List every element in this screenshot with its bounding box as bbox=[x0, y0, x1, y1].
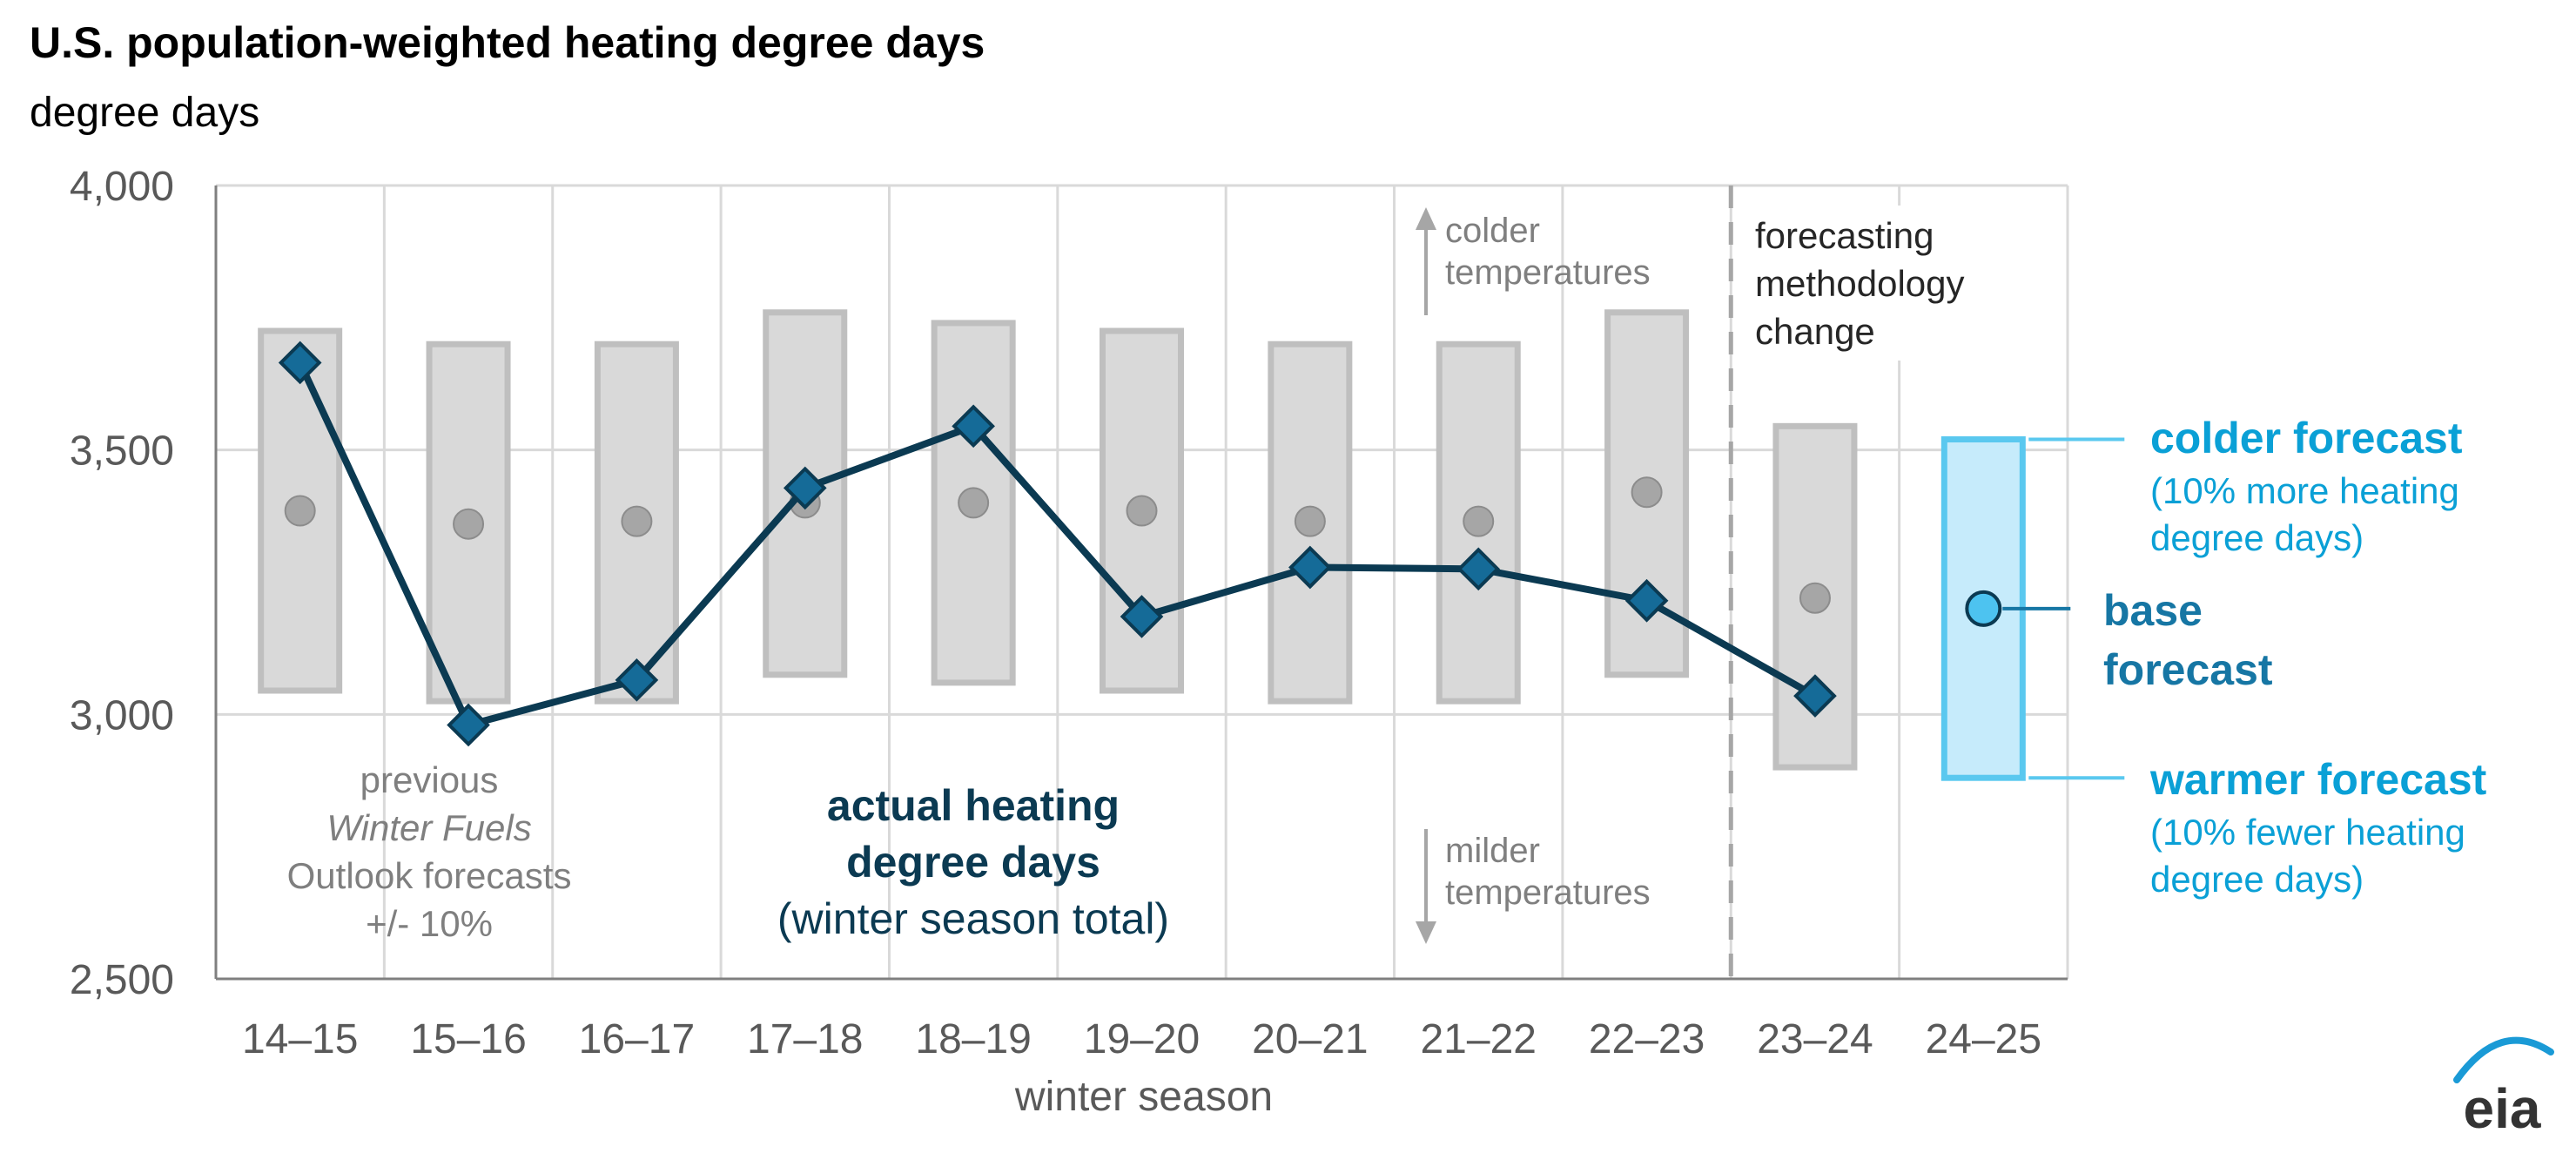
forecast-midpoint bbox=[1463, 505, 1495, 537]
y-tick-label: 3,500 bbox=[70, 428, 174, 475]
y-tick-label: 3,000 bbox=[70, 692, 174, 738]
eia-logo: eia bbox=[2453, 1036, 2554, 1140]
previous-forecasts-label: Winter Fuels bbox=[326, 807, 531, 848]
eia-logo-text: eia bbox=[2464, 1077, 2541, 1140]
warmer-forecast-note: (10% fewer heating bbox=[2150, 812, 2465, 853]
warmer-forecast-note: degree days) bbox=[2150, 859, 2364, 900]
colder-forecast-note: (10% more heating bbox=[2150, 470, 2459, 511]
x-tick-label: 17–18 bbox=[747, 1016, 863, 1062]
base-forecast-point bbox=[1965, 590, 2002, 627]
x-tick-label: 18–19 bbox=[915, 1016, 1031, 1062]
axis-layer: 2,500 3,000 3,500 4,000 14–15 15–16 16–17 17–18… bbox=[70, 164, 2068, 1120]
methodology-label: change bbox=[1755, 311, 1875, 352]
forecast-midpoint bbox=[958, 487, 990, 519]
y-tick-label: 2,500 bbox=[70, 957, 174, 1003]
actual-point bbox=[447, 703, 490, 747]
colder-forecast-note: degree days) bbox=[2150, 517, 2364, 558]
x-tick-label: 16–17 bbox=[579, 1016, 695, 1062]
actual-line-layer bbox=[297, 361, 1817, 729]
colder-temps-label: colder bbox=[1445, 212, 1540, 250]
actual-point bbox=[1624, 578, 1669, 623]
methodology-label: methodology bbox=[1755, 263, 1965, 304]
x-tick-label: 21–22 bbox=[1420, 1016, 1536, 1062]
annotation-layer: previous Winter Fuels Outlook forecasts +/-… bbox=[287, 206, 2487, 944]
x-tick-label: 22–23 bbox=[1589, 1016, 1705, 1062]
actual-point bbox=[783, 466, 827, 510]
chart-subtitle: degree days bbox=[30, 90, 260, 136]
x-tick-label: 23–24 bbox=[1757, 1016, 1873, 1062]
x-tick-label: 19–20 bbox=[1084, 1016, 1200, 1062]
actual-point bbox=[615, 658, 659, 702]
actual-point bbox=[1456, 547, 1501, 591]
actual-point bbox=[952, 404, 995, 448]
x-tick-label: 14–15 bbox=[242, 1016, 358, 1062]
chart-title: U.S. population-weighted heating degree … bbox=[30, 18, 985, 67]
forecast-midpoint bbox=[1294, 505, 1326, 537]
x-axis-title: winter season bbox=[1014, 1074, 1273, 1120]
previous-forecasts-label: Outlook forecasts bbox=[287, 855, 572, 896]
actual-label-line1: actual heating bbox=[827, 781, 1120, 830]
milder-arrow-head bbox=[1416, 921, 1436, 944]
actual-point bbox=[1120, 595, 1164, 638]
forecast-midpoint bbox=[1799, 582, 1831, 614]
x-tick-label: 20–21 bbox=[1252, 1016, 1368, 1062]
actual-label-line3: (winter season total) bbox=[777, 894, 1169, 943]
previous-forecasts-label: +/- 10% bbox=[366, 903, 493, 944]
actual-label-line2: degree days bbox=[846, 838, 1100, 887]
x-tick-label: 15–16 bbox=[410, 1016, 526, 1062]
x-tick-label: 24–25 bbox=[1926, 1016, 2041, 1062]
milder-temps-label: milder bbox=[1445, 832, 1540, 870]
forecast-midpoint bbox=[1126, 495, 1158, 527]
warmer-forecast-label: warmer forecast bbox=[2149, 755, 2487, 804]
base-forecast-label: base bbox=[2103, 586, 2203, 635]
forecast-midpoint bbox=[1631, 476, 1663, 509]
colder-forecast-label: colder forecast bbox=[2150, 414, 2463, 462]
base-forecast-label: forecast bbox=[2103, 645, 2273, 694]
forecast-midpoint bbox=[621, 505, 653, 537]
colder-temps-label: temperatures bbox=[1445, 253, 1651, 292]
previous-forecasts-label: previous bbox=[360, 759, 499, 800]
actual-point bbox=[278, 341, 322, 385]
actual-point bbox=[1288, 545, 1332, 590]
colder-arrow-head bbox=[1416, 207, 1436, 230]
actual-series-line bbox=[297, 361, 1817, 729]
forecast-midpoint bbox=[284, 495, 316, 527]
milder-temps-label: temperatures bbox=[1445, 873, 1651, 912]
y-tick-label: 4,000 bbox=[70, 164, 174, 210]
actual-markers bbox=[278, 341, 1837, 747]
eia-logo-arc bbox=[2453, 1036, 2554, 1083]
methodology-label: forecasting bbox=[1755, 215, 1934, 256]
methodology-label-backing bbox=[1738, 206, 1980, 361]
forecast-midpoint bbox=[453, 508, 485, 540]
actual-point bbox=[1793, 674, 1837, 718]
